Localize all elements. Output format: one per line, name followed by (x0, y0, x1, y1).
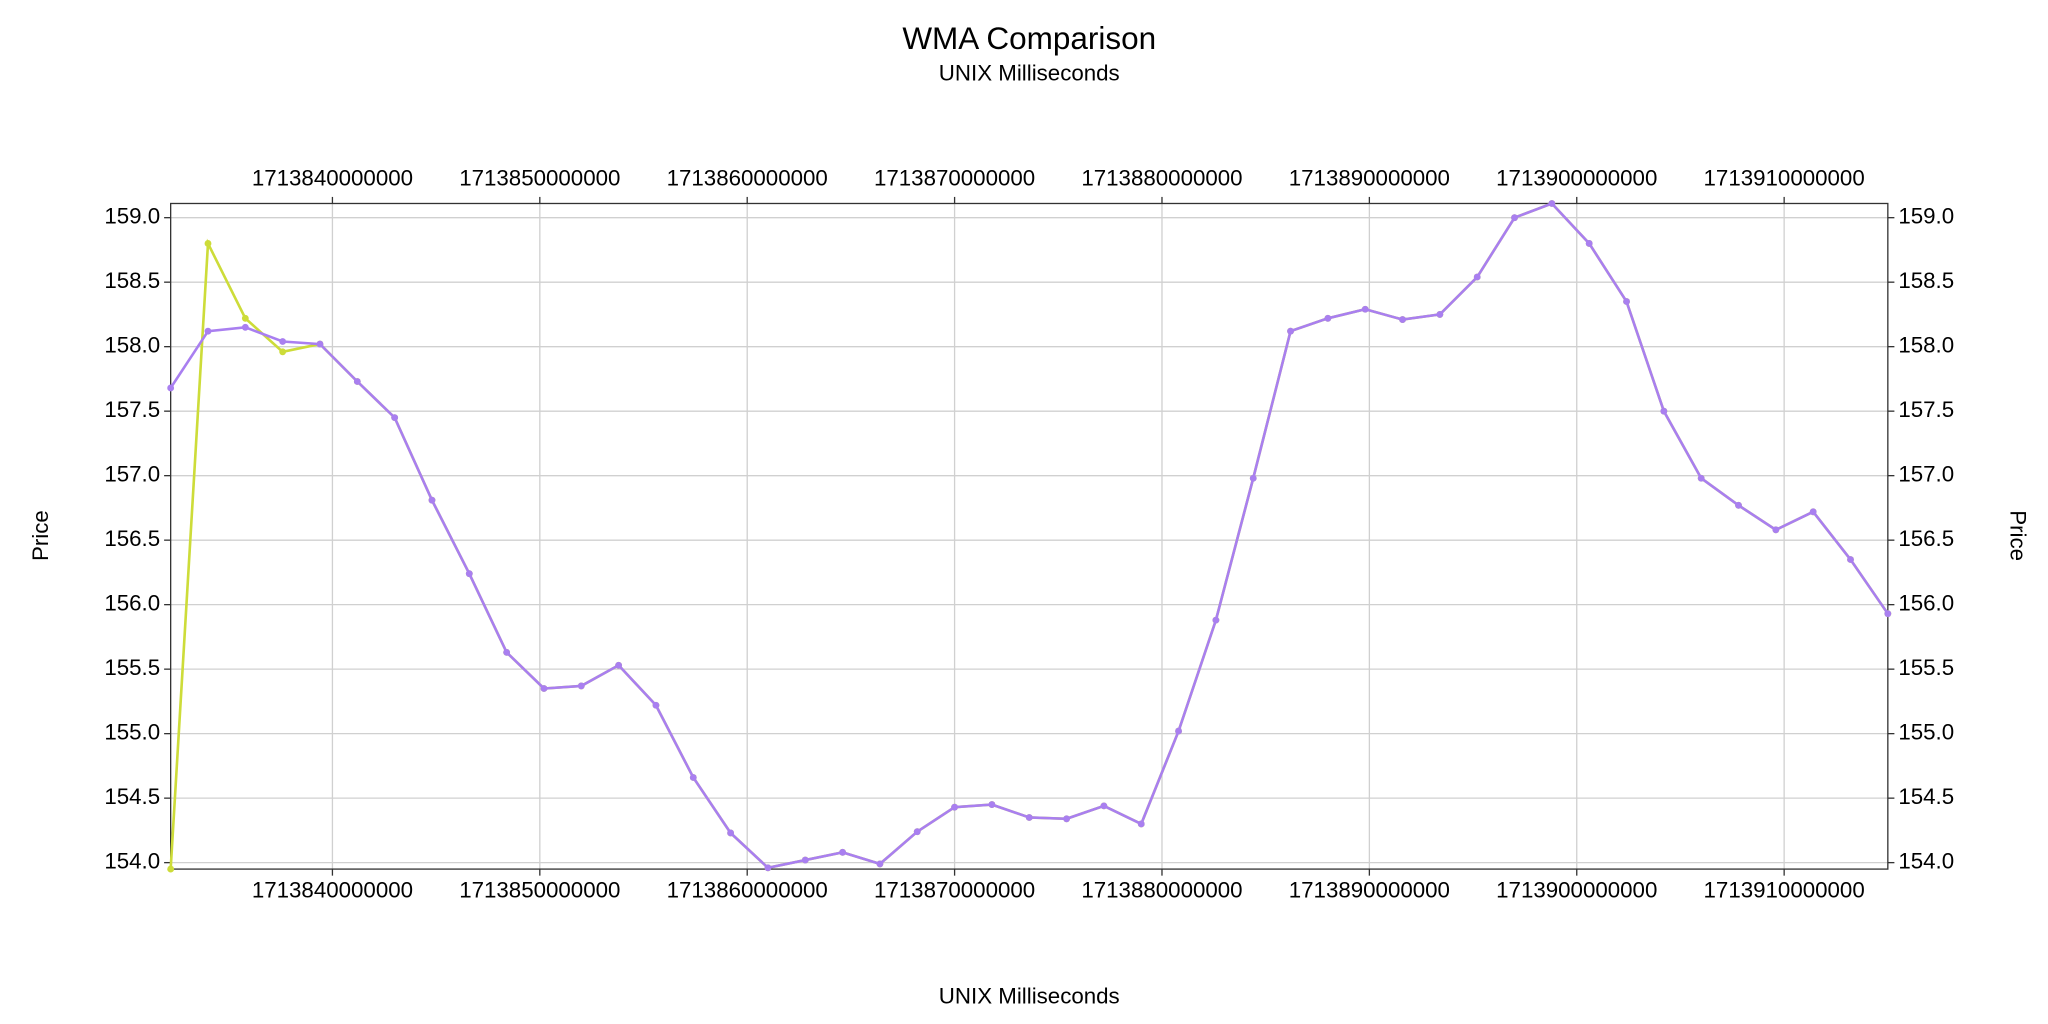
data-point (1249, 474, 1257, 482)
data-point (204, 240, 212, 247)
data-point (1585, 240, 1593, 247)
data-point (1137, 820, 1145, 828)
y2-tick-label: 155.0 (1898, 720, 1954, 745)
plot-frame (170, 202, 1889, 870)
data-point (1511, 214, 1518, 222)
y2-tick-label: 158.5 (1898, 268, 1954, 293)
y-tick-label: 154.5 (104, 784, 160, 809)
y-tick-label: 156.0 (104, 591, 160, 616)
data-point (1399, 316, 1406, 323)
data-point (1287, 327, 1294, 335)
y2-tick-label: 157.5 (1898, 397, 1954, 422)
y2-tick-label: 154.5 (1898, 784, 1954, 809)
data-point (1735, 501, 1742, 509)
y2-tick-label: 155.5 (1898, 655, 1954, 680)
series-line (169, 201, 1889, 870)
x-tick-label: 1713900000000 (1496, 877, 1657, 902)
data-point (1697, 474, 1705, 482)
data-point (1212, 616, 1220, 624)
y-tick-label: 159.0 (104, 204, 160, 229)
y-tick-label: 157.0 (104, 462, 160, 487)
data-point (316, 340, 324, 348)
x-tick-label: 1713890000000 (1289, 877, 1450, 902)
data-point (1809, 508, 1817, 516)
y2-tick-label: 158.0 (1898, 333, 1954, 358)
data-point (951, 803, 959, 811)
data-point (764, 864, 772, 872)
x-tick-label-top: 1713840000000 (252, 166, 413, 191)
x-tick-label-top: 1713870000000 (874, 166, 1035, 191)
data-point (279, 348, 287, 356)
y-tick-label: 158.5 (104, 268, 160, 293)
data-point (1847, 556, 1854, 563)
y-tick-label: 155.5 (104, 655, 160, 680)
chart-subtitle: UNIX Milliseconds (939, 61, 1120, 86)
data-point (204, 327, 212, 335)
data-point (1361, 305, 1369, 313)
x-tick-label-top: 1713880000000 (1081, 166, 1242, 191)
data-point (689, 774, 697, 781)
y-tick-label: 157.5 (104, 397, 160, 422)
data-point (1884, 610, 1892, 618)
y-tick-label: 158.0 (104, 333, 160, 358)
data-point (241, 314, 249, 322)
data-point (1660, 407, 1668, 415)
data-point (913, 828, 921, 836)
x-tick-label-top: 1713910000000 (1704, 166, 1865, 191)
data-point (839, 848, 847, 856)
data-point (167, 865, 175, 873)
series-line (169, 201, 1889, 870)
data-point (391, 414, 399, 422)
data-point (876, 860, 884, 868)
data-point (1548, 200, 1556, 207)
x-tick-label: 1713840000000 (252, 877, 413, 902)
data-point (167, 384, 175, 392)
x-tick-label: 1713850000000 (459, 877, 620, 902)
y2-tick-label: 157.0 (1898, 462, 1954, 487)
data-point (801, 856, 809, 864)
data-point (428, 496, 436, 504)
data-point (615, 661, 623, 669)
data-point (1100, 802, 1108, 810)
y-tick-label: 155.0 (104, 720, 160, 745)
data-point (988, 801, 996, 809)
x-axis-label: UNIX Milliseconds (939, 984, 1120, 1009)
data-point (1473, 273, 1481, 281)
data-point (1772, 526, 1780, 534)
data-point (1436, 311, 1444, 318)
y-tick-label: 156.5 (104, 526, 160, 551)
y2-tick-label: 159.0 (1898, 204, 1954, 229)
data-point (1063, 815, 1070, 823)
data-point (279, 338, 287, 345)
x-tick-label: 1713860000000 (667, 877, 828, 902)
x-tick-label: 1713870000000 (874, 877, 1035, 902)
data-point (1175, 727, 1182, 735)
data-point (727, 829, 735, 837)
data-point (540, 685, 548, 692)
x-tick-label: 1713880000000 (1081, 877, 1242, 902)
data-point (1623, 298, 1630, 305)
y-tick-label: 154.0 (104, 849, 160, 874)
data-point (503, 648, 511, 656)
data-point (1025, 814, 1033, 821)
data-point (652, 701, 660, 709)
x-tick-label-top: 1713900000000 (1496, 166, 1657, 191)
data-point (353, 378, 361, 385)
y-axis-label: Price (28, 510, 53, 561)
y2-tick-label: 156.5 (1898, 526, 1954, 551)
data-point (241, 323, 249, 331)
y2-axis-label: Price (2006, 510, 2031, 561)
y2-tick-label: 154.0 (1898, 849, 1954, 874)
data-point (1324, 314, 1332, 322)
x-tick-label: 1713910000000 (1704, 877, 1865, 902)
y2-tick-label: 156.0 (1898, 591, 1954, 616)
chart-title: WMA Comparison (902, 20, 1156, 56)
x-tick-label-top: 1713850000000 (459, 166, 620, 191)
x-tick-label-top: 1713890000000 (1289, 166, 1450, 191)
data-point (577, 682, 585, 690)
x-tick-label-top: 1713860000000 (667, 166, 828, 191)
data-point (465, 570, 473, 578)
